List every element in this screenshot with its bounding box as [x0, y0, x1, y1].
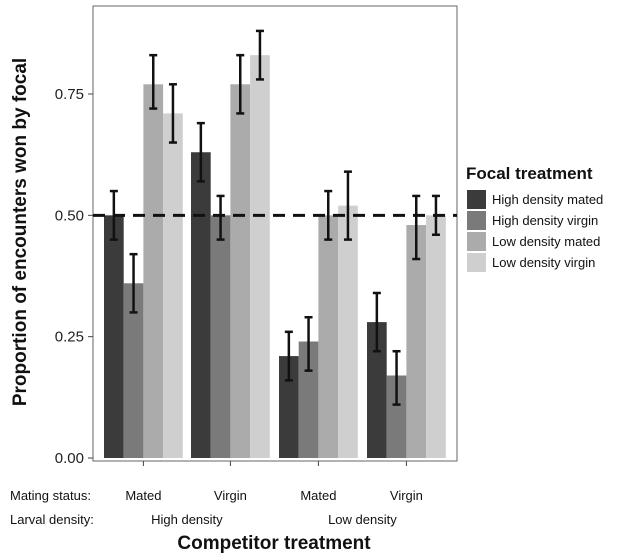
x-row-label-larval-density: Larval density:: [10, 512, 94, 527]
x-axis: Mating status: Larval density: Mated Virg…: [10, 461, 423, 527]
y-axis: 0.00 0.25 0.50 0.75: [55, 86, 93, 467]
error-bar: [343, 170, 352, 241]
y-tick-label: 0.75: [55, 86, 84, 103]
legend: Focal treatment High density mated High d…: [466, 164, 603, 272]
bar: [104, 215, 124, 458]
bar: [426, 215, 446, 458]
x-tick-label-mating-status: Mated: [125, 488, 161, 503]
legend-label: Low density mated: [492, 234, 600, 249]
x-tick-label-larval-density: High density: [151, 512, 223, 527]
error-bar: [129, 252, 138, 314]
bar: [279, 356, 299, 458]
x-tick-label-mating-status: Virgin: [214, 488, 247, 503]
legend-label: High density virgin: [492, 213, 598, 228]
legend-swatch: [467, 232, 486, 251]
legend-swatch: [467, 253, 486, 272]
error-bars-layer: [109, 29, 440, 406]
error-bar: [168, 83, 177, 144]
error-bar: [324, 189, 333, 241]
bar: [210, 215, 231, 458]
error-bar: [255, 29, 264, 81]
error-bar: [412, 194, 421, 261]
bar: [191, 152, 211, 459]
bar: [143, 84, 164, 458]
y-tick-label: 0.25: [55, 329, 84, 346]
legend-swatch: [467, 211, 486, 230]
error-bar: [392, 349, 401, 406]
legend-swatch: [467, 190, 486, 209]
y-axis-title: Proportion of encounters won by focal: [10, 58, 31, 406]
bars-layer: [104, 55, 446, 459]
bar: [386, 375, 407, 458]
bar: [163, 113, 183, 458]
legend-label: Low density virgin: [492, 255, 595, 270]
error-bar: [304, 316, 313, 372]
y-tick-label: 0.50: [55, 207, 84, 224]
x-tick-label-mating-status: Virgin: [390, 488, 423, 503]
error-bar: [372, 291, 381, 353]
x-axis-title: Competitor treatment: [177, 533, 371, 554]
legend-title: Focal treatment: [466, 164, 593, 183]
error-bar: [196, 121, 205, 183]
legend-label: High density mated: [492, 192, 603, 207]
bar: [318, 215, 339, 458]
y-tick-label: 0.00: [55, 450, 84, 467]
bar: [338, 205, 358, 458]
x-tick-label-mating-status: Mated: [300, 488, 336, 503]
error-bar: [216, 194, 225, 241]
error-bar: [149, 53, 158, 110]
bar: [123, 283, 144, 458]
error-bar: [284, 330, 293, 382]
plot-panel: [92, 5, 458, 462]
bar: [298, 341, 319, 458]
bar: [250, 55, 270, 458]
x-tick-label-larval-density: Low density: [328, 512, 397, 527]
error-bar: [236, 53, 245, 115]
bar: [406, 225, 427, 458]
x-row-label-mating-status: Mating status:: [10, 488, 91, 503]
bar: [230, 84, 251, 458]
bar: [367, 322, 387, 458]
